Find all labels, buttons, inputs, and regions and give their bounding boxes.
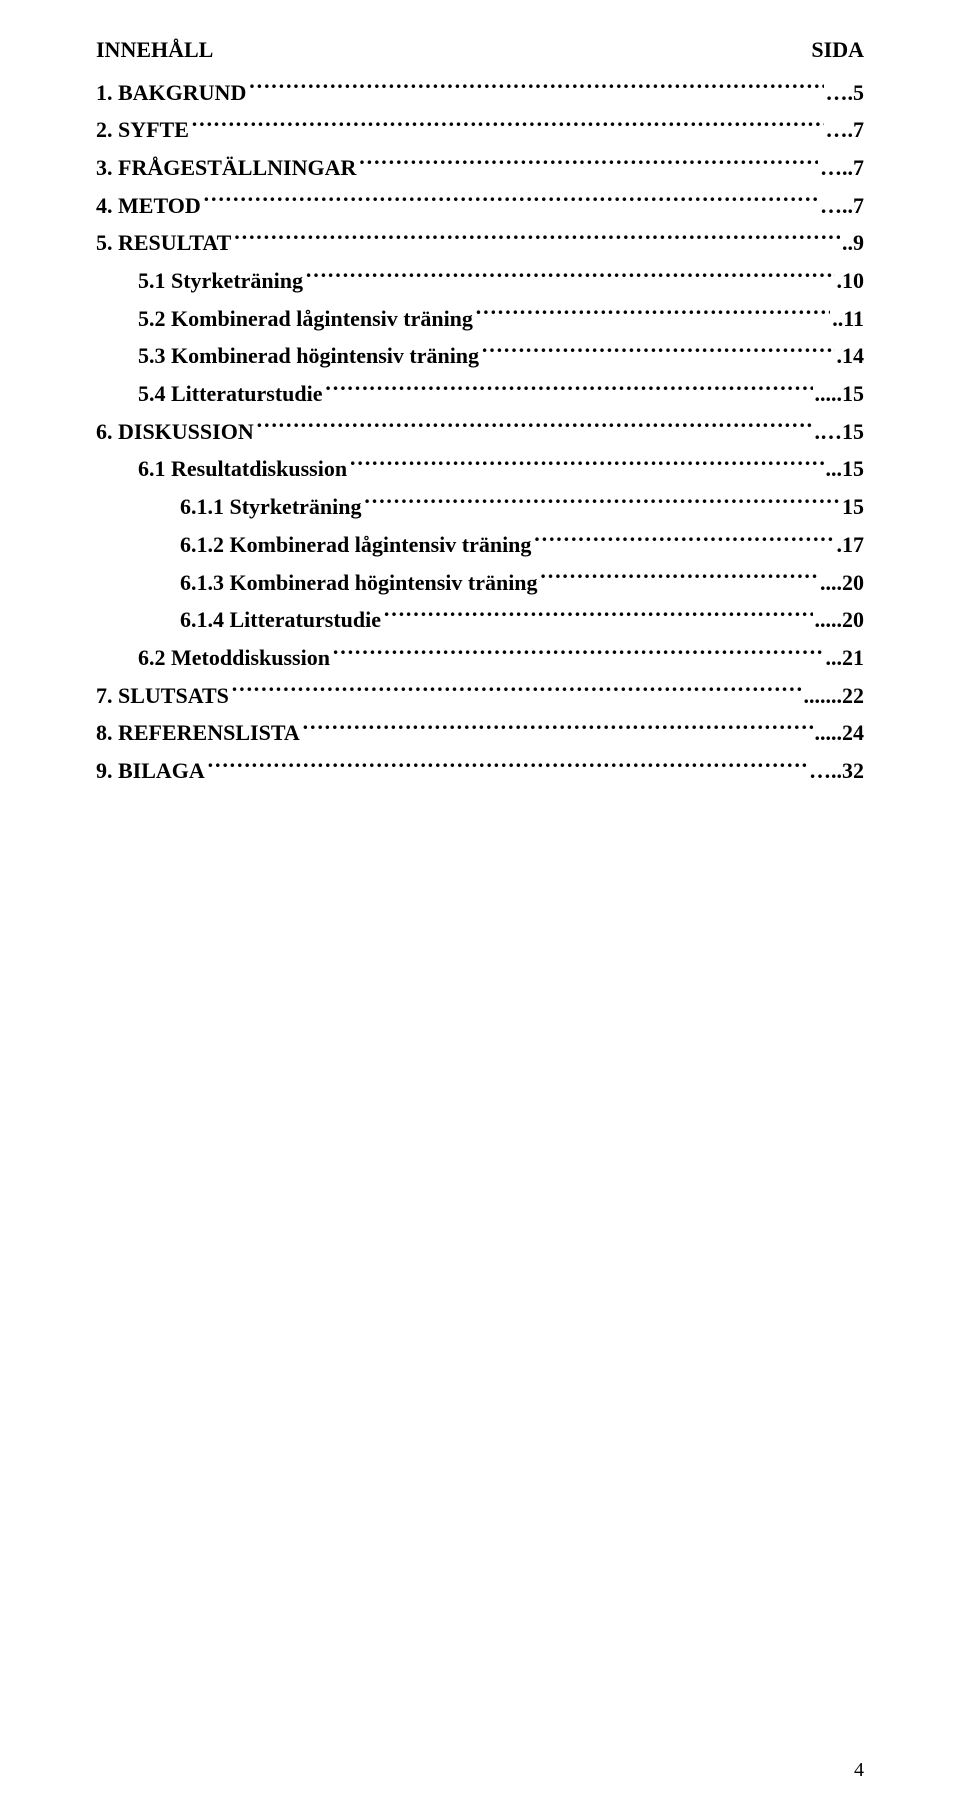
toc-entry-label: 6.1.1 Styrketräning	[180, 489, 362, 525]
toc-entry: 5.3 Kombinerad högintensiv träning.14	[96, 337, 864, 375]
toc-entry-label: 6.2 Metoddiskussion	[138, 640, 330, 676]
toc-entry-label: 6.1.4 Litteraturstudie	[180, 602, 381, 638]
toc-entry-page: 14	[842, 338, 864, 374]
toc-entry-separator: …..	[820, 188, 853, 224]
toc-header: INNEHÅLL SIDA	[96, 32, 864, 67]
toc-entry: 8. REFERENSLISTA.....24	[96, 714, 864, 752]
toc-entry: 5. RESULTAT..9	[96, 224, 864, 262]
toc-leader	[358, 149, 818, 175]
toc-entry: 7. SLUTSATS.......22	[96, 676, 864, 714]
toc-entry-separator: ..	[832, 301, 843, 337]
toc-entry: 4. METOD …..7	[96, 186, 864, 224]
toc-entry-page: 24	[842, 715, 864, 751]
toc-leader	[364, 488, 841, 514]
toc-entry: 6.1 Resultatdiskussion...15	[96, 450, 864, 488]
toc-entry-separator: ….	[826, 75, 854, 111]
toc-entry-separator: .…	[815, 414, 843, 450]
toc-entry-page: 20	[842, 565, 864, 601]
toc-leader	[540, 563, 818, 589]
toc-entry-page: 32	[842, 753, 864, 789]
toc-leader	[475, 299, 830, 325]
toc-entry: 9. BILAGA …..32	[96, 752, 864, 790]
toc-entry-separator: .......	[804, 678, 843, 714]
toc-entry-label: 5.3 Kombinerad högintensiv träning	[138, 338, 479, 374]
toc-header-right: SIDA	[811, 32, 864, 67]
toc-entry-separator: ...	[826, 451, 843, 487]
toc-entry-label: 5. RESULTAT	[96, 225, 231, 261]
toc-entry-label: 6.1 Resultatdiskussion	[138, 451, 347, 487]
toc-leader	[207, 752, 807, 778]
toc-entry-label: 5.1 Styrketräning	[138, 263, 303, 299]
toc-entry: 6. DISKUSSION .…15	[96, 412, 864, 450]
toc-leader	[305, 262, 835, 288]
toc-entry: 1. BAKGRUND ….5	[96, 73, 864, 111]
toc-entry-page: 7	[853, 188, 864, 224]
toc-entry: 3. FRÅGESTÄLLNINGAR …..7	[96, 149, 864, 187]
toc-entry-label: 5.2 Kombinerad lågintensiv träning	[138, 301, 473, 337]
toc-entry: 5.2 Kombinerad lågintensiv träning..11	[96, 299, 864, 337]
toc-leader	[533, 525, 834, 551]
toc-entry-page: 15	[842, 414, 864, 450]
toc-entry-page: 21	[842, 640, 864, 676]
toc-entry-label: 4. METOD	[96, 188, 201, 224]
toc-entry-page: 15	[842, 451, 864, 487]
toc-entry-page: 20	[842, 602, 864, 638]
toc-entry: 5.4 Litteraturstudie.....15	[96, 375, 864, 413]
toc-entry-separator: ….	[826, 112, 854, 148]
toc-entry-page: 7	[853, 150, 864, 186]
toc-entry-label: 1. BAKGRUND	[96, 75, 246, 111]
toc-entry-separator: …..	[820, 150, 853, 186]
toc-leader	[191, 111, 824, 137]
toc-entry-separator: ...	[826, 640, 843, 676]
toc-header-left: INNEHÅLL	[96, 32, 213, 67]
toc-entry-separator: …..	[809, 753, 842, 789]
toc-entry-separator: .....	[815, 376, 843, 412]
toc-entry: 6.1.3 Kombinerad högintensiv träning....…	[96, 563, 864, 601]
toc-leader	[233, 224, 840, 250]
toc-leader	[332, 639, 824, 665]
toc-entry-label: 6.1.2 Kombinerad lågintensiv träning	[180, 527, 531, 563]
toc-entry-page: 5	[853, 75, 864, 111]
toc-entry: 5.1 Styrketräning.10	[96, 262, 864, 300]
toc-entry-label: 6. DISKUSSION	[96, 414, 254, 450]
toc-entry-separator: .....	[815, 602, 843, 638]
toc-entry-separator: ..	[842, 225, 853, 261]
toc-entry: 6.1.1 Styrketräning 15	[96, 488, 864, 526]
toc-entry: 6.2 Metoddiskussion...21	[96, 639, 864, 677]
toc-leader	[231, 676, 802, 702]
toc-leader	[203, 186, 818, 212]
toc-entry-label: 9. BILAGA	[96, 753, 205, 789]
document-page: INNEHÅLL SIDA 1. BAKGRUND….52. SYFTE….73…	[0, 0, 960, 1812]
page-number: 4	[854, 1759, 864, 1782]
toc-leader	[248, 73, 823, 99]
toc-entry-page: 22	[842, 678, 864, 714]
toc-entry-label: 3. FRÅGESTÄLLNINGAR	[96, 150, 356, 186]
toc-entry-page: 15	[842, 376, 864, 412]
toc-entry-page: 15	[842, 489, 864, 525]
toc-entry: 2. SYFTE ….7	[96, 111, 864, 149]
toc-entry: 6.1.4 Litteraturstudie.....20	[96, 601, 864, 639]
toc-leader	[481, 337, 834, 363]
toc-entry-label: 7. SLUTSATS	[96, 678, 229, 714]
toc-entry-label: 8. REFERENSLISTA	[96, 715, 300, 751]
toc-entry-page: 7	[853, 112, 864, 148]
toc-entry-page: 17	[842, 527, 864, 563]
toc-entry-separator: .....	[815, 715, 843, 751]
toc-entry-page: 11	[843, 301, 864, 337]
toc-leader	[325, 375, 813, 401]
toc-entry-page: 10	[842, 263, 864, 299]
toc-body: 1. BAKGRUND….52. SYFTE….73. FRÅGESTÄLLNI…	[96, 73, 864, 789]
toc-entry: 6.1.2 Kombinerad lågintensiv träning.17	[96, 525, 864, 563]
toc-leader	[383, 601, 812, 627]
toc-leader	[256, 412, 813, 438]
toc-entry-label: 2. SYFTE	[96, 112, 189, 148]
toc-entry-separator: ....	[820, 565, 842, 601]
toc-entry-page: 9	[853, 225, 864, 261]
toc-leader	[349, 450, 823, 476]
toc-entry-label: 6.1.3 Kombinerad högintensiv träning	[180, 565, 538, 601]
toc-leader	[302, 714, 813, 740]
toc-entry-label: 5.4 Litteraturstudie	[138, 376, 323, 412]
